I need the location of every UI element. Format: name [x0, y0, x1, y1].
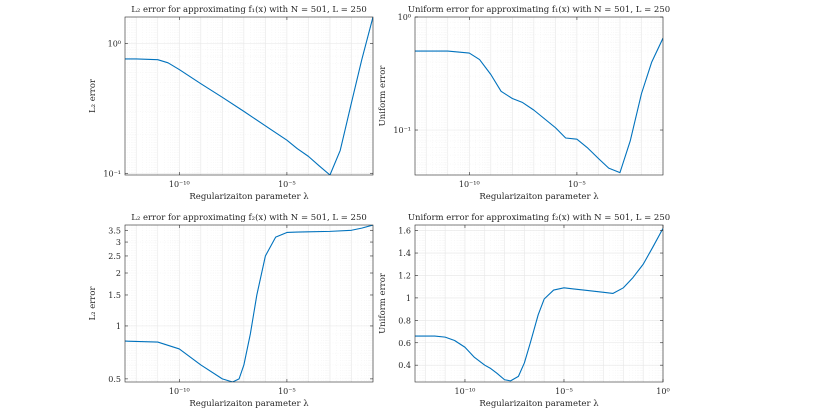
axes-box — [124, 16, 374, 176]
x-tick-label: 10⁻⁵ — [278, 387, 296, 396]
chart-title: Uniform error for approximating f₂(x) wi… — [408, 212, 670, 223]
y-axis-label: Uniform error — [378, 272, 388, 334]
chart-panel-4: 10⁻¹⁰ 10⁻⁵ 10⁰ 0.4 0.6 0.8 1 1.2 1.4 1.6 Uniform e… — [378, 212, 670, 409]
axes-box — [124, 224, 374, 383]
y-tick-label: 0.6 — [398, 339, 411, 348]
y-axis-label: Uniform error — [378, 65, 388, 127]
y-tick-label: 2.5 — [108, 252, 121, 261]
x-axis-label: Regularizaiton parameter λ — [479, 399, 599, 409]
y-tick-label: 10⁰ — [108, 39, 121, 48]
y-tick-label: 1 — [116, 322, 121, 331]
y-tick-label: 10⁻¹ — [103, 169, 121, 178]
x-tick-label: 10⁻⁵ — [555, 387, 573, 396]
y-tick-label: 0.4 — [398, 361, 411, 370]
x-axis-label: Regularizaiton parameter λ — [189, 399, 309, 409]
y-tick-label: 10⁰ — [398, 13, 411, 22]
y-tick-label: 1.2 — [398, 271, 411, 280]
y-tick-label: 1 — [406, 294, 411, 303]
y-tick-label: 10⁻¹ — [393, 126, 411, 135]
x-axis-label: Regularizaiton parameter λ — [189, 192, 309, 202]
y-axis-label: L₂ error — [88, 78, 98, 113]
axes-box — [414, 224, 664, 383]
y-tick-label: 0.8 — [398, 316, 411, 325]
y-axis-label: L₂ error — [88, 286, 98, 321]
plot-area — [125, 225, 373, 382]
plot-area — [415, 17, 663, 175]
grid — [414, 225, 664, 382]
axes-box — [414, 16, 664, 176]
plot-area — [415, 225, 663, 382]
y-tick-label: 3.5 — [108, 226, 121, 235]
x-tick-label: 10⁻⁵ — [568, 180, 586, 189]
x-tick-label: 10⁻⁵ — [278, 180, 296, 189]
y-tick-label: 1.6 — [398, 227, 411, 236]
chart-title: L₂ error for approximating f₁(x) with N … — [131, 4, 367, 15]
x-tick-label: 10⁻¹⁰ — [169, 387, 190, 396]
plot-area — [125, 17, 373, 175]
y-tick-label: 3 — [116, 238, 121, 247]
series-line-1 — [415, 37, 663, 174]
x-tick-label: 10⁻¹⁰ — [169, 180, 190, 189]
x-tick-label: 10⁻¹⁰ — [455, 387, 476, 396]
chart-title: Uniform error for approximating f₁(x) wi… — [408, 4, 670, 15]
x-axis-label: Regularizaiton parameter λ — [479, 192, 599, 202]
series-line-1 — [125, 17, 373, 175]
y-tick-label: 1.4 — [398, 249, 411, 258]
chart-panel-3: 10⁻¹⁰ 10⁻⁵ 0.5 1 1.5 2 2.5 3 3.5 L₂ error for app… — [88, 212, 374, 409]
x-tick-label: 10⁰ — [656, 387, 669, 396]
y-tick-label: 0.5 — [108, 375, 121, 384]
chart-title: L₂ error for approximating f₂(x) with N … — [131, 212, 367, 223]
series-line-1 — [125, 225, 373, 382]
y-tick-label: 1.5 — [108, 291, 121, 300]
series-line-1 — [415, 228, 663, 382]
y-tick-label: 2 — [116, 269, 121, 278]
x-tick-label: 10⁻¹⁰ — [459, 180, 480, 189]
chart-panel-1: 10⁻¹⁰ 10⁻⁵ 10⁻¹ 10⁰ L₂ error for approximati… — [88, 4, 374, 202]
